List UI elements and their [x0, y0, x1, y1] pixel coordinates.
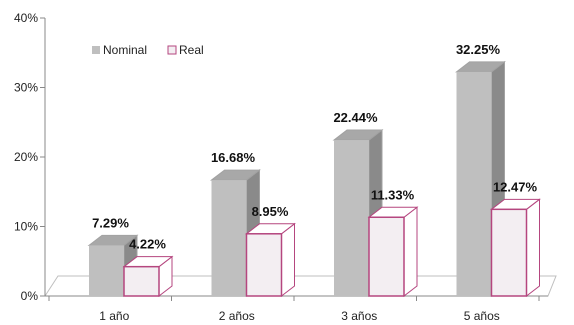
- data-label: 11.33%: [371, 187, 415, 202]
- bar-side: [281, 222, 295, 298]
- bar-nominal-1: [87, 234, 139, 298]
- y-tick-label: 40%: [14, 11, 38, 25]
- bars: [87, 60, 541, 298]
- y-tick-label: 10%: [14, 220, 38, 234]
- bar-nominal-4: [455, 60, 506, 298]
- x-tick-label: 3 años: [341, 309, 377, 323]
- bar-front: [245, 233, 283, 297]
- data-label: 12.47%: [493, 179, 538, 194]
- bar-side: [403, 206, 418, 298]
- data-label: 8.95%: [252, 204, 289, 219]
- bar-front: [490, 208, 528, 297]
- legend-swatch-nominal: [92, 46, 100, 54]
- data-label: 4.22%: [129, 237, 166, 252]
- x-tick-label: 5 años: [464, 309, 500, 323]
- data-label: 32.25%: [456, 42, 501, 57]
- bar-front: [211, 180, 247, 296]
- bar-front: [89, 245, 124, 296]
- x-tick-label: 2 años: [219, 309, 255, 323]
- y-tick-label: 0%: [21, 289, 39, 303]
- bar-front: [123, 265, 160, 297]
- x-tick-label: 1 año: [99, 309, 129, 323]
- bar-real-2: [245, 222, 296, 298]
- data-label: 22.44%: [333, 110, 378, 125]
- bar-side: [526, 198, 540, 298]
- data-label: 7.29%: [92, 215, 129, 230]
- bar-real-3: [367, 206, 419, 298]
- bar-front: [334, 140, 369, 296]
- bar-front: [456, 71, 492, 296]
- data-labels: 7.29%4.22% 16.68% 8.95% 22.44% 11.33% 32.25% 1…: [92, 42, 537, 252]
- legend-label-real: Real: [179, 43, 204, 57]
- bar-real-4: [490, 198, 541, 298]
- legend: Nominal Real: [92, 43, 204, 57]
- y-tick-label: 30%: [14, 81, 38, 95]
- bar-front: [368, 216, 405, 297]
- bar-real-1: [122, 255, 174, 298]
- axes: 0% 10% 20% 30% 40% 1 año 2 años 3 años 5 años: [14, 11, 557, 323]
- legend-label-nominal: Nominal: [103, 43, 147, 57]
- data-label: 16.68%: [211, 150, 256, 165]
- y-tick-label: 20%: [14, 150, 38, 164]
- legend-swatch-real: [167, 45, 177, 55]
